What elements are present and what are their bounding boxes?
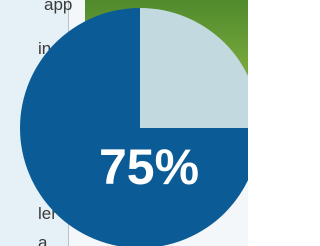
side-text: a	[38, 233, 48, 246]
side-text: app	[44, 0, 72, 14]
value-label: 75%	[99, 139, 199, 195]
screenshot: appingrnlera 75%	[0, 0, 248, 246]
page: appingrnlera 75% (() => { const data = J…	[0, 0, 320, 246]
